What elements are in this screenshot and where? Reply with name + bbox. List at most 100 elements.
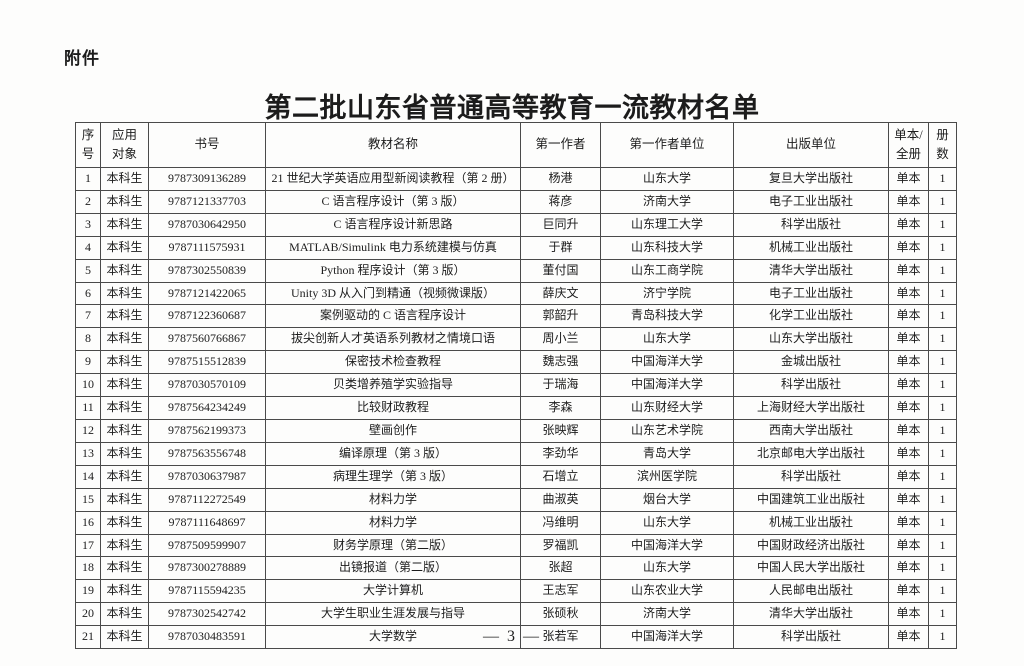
table-row: 15 本科生 9787112272549 材料力学 曲淑英 烟台大学 中国建筑工业出版社 单本… xyxy=(75,487,957,512)
table-cell: 9787111648697 xyxy=(148,510,266,535)
table-cell: 10 xyxy=(75,373,101,398)
table-cell: 1 xyxy=(928,327,957,352)
table-cell: 中国海洋大学 xyxy=(600,625,734,650)
header-row: 序 号应用 对象 书号 教材名称 第一作者 第一作者单位 出版单位 单本/ 全册册 数 xyxy=(75,122,957,168)
table-cell: 本科生 xyxy=(100,396,149,420)
table-cell: 山东大学出版社 xyxy=(733,327,889,352)
table-cell: 本科生 xyxy=(100,304,149,329)
table-cell: 17 xyxy=(75,533,101,558)
table-row: 5 本科生 9787302550839 Python 程序设计（第 3 版） 董付国 山东… xyxy=(75,258,957,283)
table-cell: 机械工业出版社 xyxy=(733,510,889,535)
table-cell: 1 xyxy=(928,350,957,375)
table-cell: 单本 xyxy=(888,167,929,191)
table-cell: 中国海洋大学 xyxy=(600,533,734,558)
table-cell: 单本 xyxy=(888,441,929,466)
table-cell: 单本 xyxy=(888,579,929,604)
table-cell: 单本 xyxy=(888,602,929,627)
table-cell: 单本 xyxy=(888,258,929,283)
table-cell: 山东农业大学 xyxy=(600,579,734,604)
table-cell: 杨港 xyxy=(520,167,601,191)
table-cell: C 语言程序设计（第 3 版） xyxy=(265,189,521,214)
table-cell: 9787112272549 xyxy=(148,487,266,512)
column-header: 应用 对象 xyxy=(100,122,149,168)
column-header: 第一作者 xyxy=(520,122,601,168)
table-cell: C 语言程序设计新思路 xyxy=(265,212,521,237)
table-cell: 9787121422065 xyxy=(148,281,266,306)
table-cell: 青岛科技大学 xyxy=(600,304,734,329)
table-cell: 周小兰 xyxy=(520,327,601,352)
table-row: 7 本科生 9787122360687 案例驱动的 C 语言程序设计 郭韶升 青岛科技大学… xyxy=(75,304,957,329)
table-cell: 16 xyxy=(75,510,101,535)
table-cell: 化学工业出版社 xyxy=(733,304,889,329)
table-cell: 罗福凯 xyxy=(520,533,601,558)
table-cell: 1 xyxy=(928,189,957,214)
table-cell: 张超 xyxy=(520,556,601,581)
table-cell: 青岛大学 xyxy=(600,441,734,466)
table-cell: 单本 xyxy=(888,327,929,352)
table-row: 12 本科生 9787562199373 壁画创作 张映辉 山东艺术学院 西南大学出版社 单本… xyxy=(75,418,957,443)
table-cell: 本科生 xyxy=(100,350,149,375)
table-body: 1 本科生 9787309136289 21 世纪大学英语应用型新阅读教程（第 2 册… xyxy=(75,167,957,650)
table-cell: 大学数学 xyxy=(265,625,521,650)
table-cell: 李劲华 xyxy=(520,441,601,466)
table-cell: 1 xyxy=(928,304,957,329)
table-cell: 单本 xyxy=(888,396,929,420)
table-cell: 案例驱动的 C 语言程序设计 xyxy=(265,304,521,329)
table-cell: 本科生 xyxy=(100,602,149,627)
column-header: 第一作者单位 xyxy=(600,122,734,168)
table-cell: 9787563556748 xyxy=(148,441,266,466)
table-cell: 中国海洋大学 xyxy=(600,350,734,375)
table-cell: 壁画创作 xyxy=(265,418,521,443)
table-cell: 中国建筑工业出版社 xyxy=(733,487,889,512)
table-cell: 1 xyxy=(928,556,957,581)
table-cell: 本科生 xyxy=(100,510,149,535)
table-cell: 清华大学出版社 xyxy=(733,602,889,627)
table-cell: 金城出版社 xyxy=(733,350,889,375)
table-cell: 于瑞海 xyxy=(520,373,601,398)
table-cell: 济南大学 xyxy=(600,189,734,214)
table-cell: 1 xyxy=(928,625,957,650)
table-cell: 9787309136289 xyxy=(148,167,266,191)
table-cell: 9787030637987 xyxy=(148,464,266,489)
table-cell: 西南大学出版社 xyxy=(733,418,889,443)
table-cell: 1 xyxy=(928,533,957,558)
table-cell: 9787121337703 xyxy=(148,189,266,214)
table-cell: 19 xyxy=(75,579,101,604)
table-cell: 本科生 xyxy=(100,579,149,604)
table-cell: 1 xyxy=(75,167,101,191)
table-cell: 于群 xyxy=(520,235,601,260)
table-cell: 单本 xyxy=(888,212,929,237)
table-cell: 单本 xyxy=(888,281,929,306)
table-cell: Python 程序设计（第 3 版） xyxy=(265,258,521,283)
table-cell: 王志军 xyxy=(520,579,601,604)
column-header: 书号 xyxy=(148,122,266,168)
table-cell: 上海财经大学出版社 xyxy=(733,396,889,420)
table-cell: 5 xyxy=(75,258,101,283)
table-cell: 单本 xyxy=(888,556,929,581)
table-cell: 济南大学 xyxy=(600,602,734,627)
table-cell: 郭韶升 xyxy=(520,304,601,329)
table-cell: 魏志强 xyxy=(520,350,601,375)
table-cell: 科学出版社 xyxy=(733,212,889,237)
table-cell: 大学计算机 xyxy=(265,579,521,604)
table-cell: 8 xyxy=(75,327,101,352)
table-cell: 1 xyxy=(928,602,957,627)
table-cell: 单本 xyxy=(888,350,929,375)
table-cell: 出镜报道（第二版） xyxy=(265,556,521,581)
table-cell: 9787560766867 xyxy=(148,327,266,352)
table-cell: 21 xyxy=(75,625,101,650)
table-cell: 曲淑英 xyxy=(520,487,601,512)
table-cell: 本科生 xyxy=(100,533,149,558)
table-cell: 单本 xyxy=(888,510,929,535)
table-cell: 11 xyxy=(75,396,101,420)
table-cell: 14 xyxy=(75,464,101,489)
table-row: 18 本科生 9787300278889 出镜报道（第二版） 张超 山东大学 中国人民大学出… xyxy=(75,556,957,581)
table-cell: 1 xyxy=(928,579,957,604)
table-cell: 1 xyxy=(928,235,957,260)
table-cell: 13 xyxy=(75,441,101,466)
table-cell: 本科生 xyxy=(100,281,149,306)
table-cell: 9787030642950 xyxy=(148,212,266,237)
table-cell: 1 xyxy=(928,487,957,512)
table-cell: 复旦大学出版社 xyxy=(733,167,889,191)
